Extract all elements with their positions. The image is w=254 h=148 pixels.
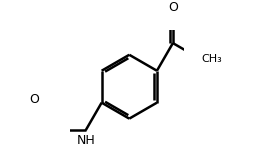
Text: O: O — [168, 1, 178, 14]
Text: O: O — [29, 93, 39, 106]
Text: NH: NH — [76, 134, 95, 147]
Text: CH₃: CH₃ — [202, 54, 223, 64]
